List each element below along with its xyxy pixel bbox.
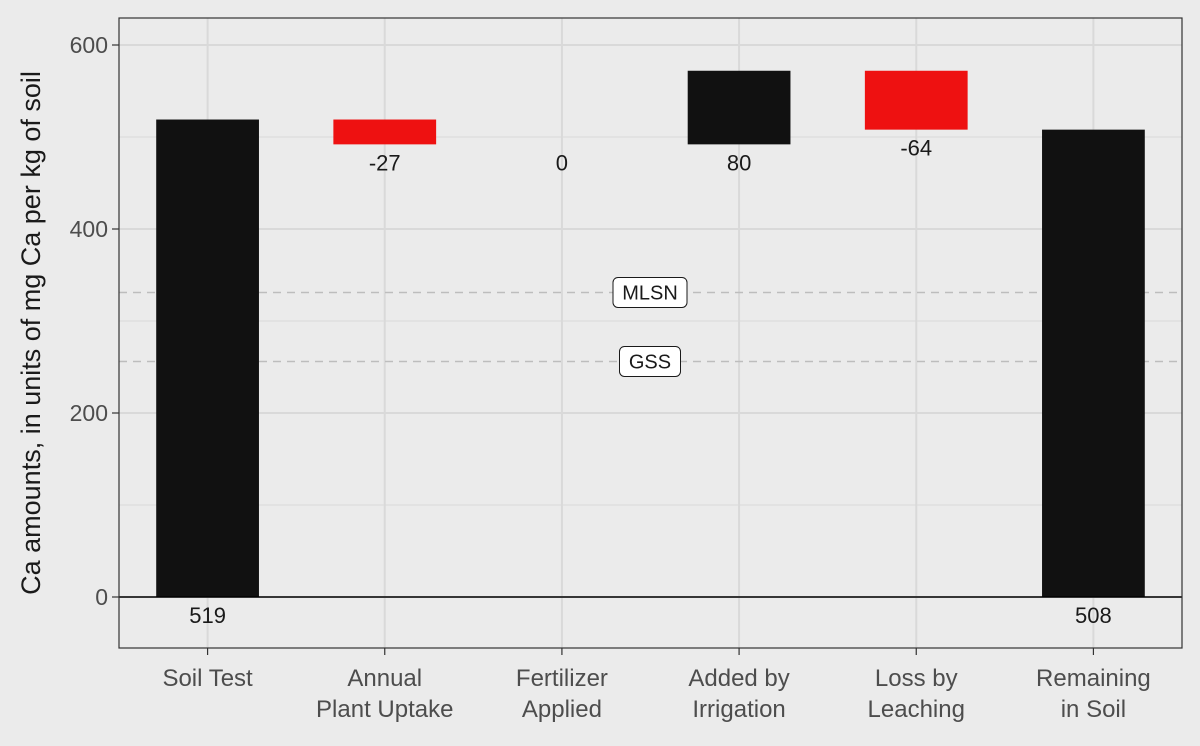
x-tick-label: Irrigation [692, 696, 785, 723]
x-tick-label: Plant Uptake [316, 696, 453, 723]
x-tick-label: in Soil [1061, 696, 1126, 723]
reference-label-text: GSS [629, 351, 671, 373]
bar-0 [156, 119, 259, 598]
x-tick-label: Fertilizer [516, 665, 608, 692]
reference-label-text: MLSN [622, 282, 678, 304]
reference-label-box [612, 276, 688, 308]
bar-3 [687, 70, 791, 145]
y-axis-title: Ca amounts, in units of mg Ca per kg of … [16, 71, 46, 595]
bar-value-label: -64 [900, 136, 932, 161]
x-tick-label: Leaching [868, 696, 965, 723]
bar-value-label: -27 [369, 150, 401, 175]
x-tick-label: Soil Test [162, 665, 253, 692]
y-tick-label: 600 [70, 32, 108, 58]
y-tick-label: 0 [95, 584, 108, 610]
bar-value-label: 0 [556, 150, 568, 175]
bar-5 [1042, 129, 1145, 597]
x-tick-label: Added by [688, 665, 789, 692]
bar-value-label: 80 [727, 150, 751, 175]
reference-label-box [619, 345, 681, 377]
bar-1 [333, 119, 437, 145]
bar-value-label: 508 [1075, 603, 1112, 628]
plot-panel [119, 18, 1182, 648]
x-tick-label: Loss by [875, 665, 958, 692]
x-tick-label: Remaining [1036, 665, 1151, 692]
x-tick-label: Applied [522, 696, 602, 723]
x-tick-label: Annual [347, 665, 422, 692]
y-tick-label: 400 [70, 216, 108, 242]
y-tick-label: 200 [70, 400, 108, 426]
bar-value-label: 519 [189, 603, 226, 628]
panel-border [118, 17, 1183, 649]
bar-4 [864, 70, 968, 130]
